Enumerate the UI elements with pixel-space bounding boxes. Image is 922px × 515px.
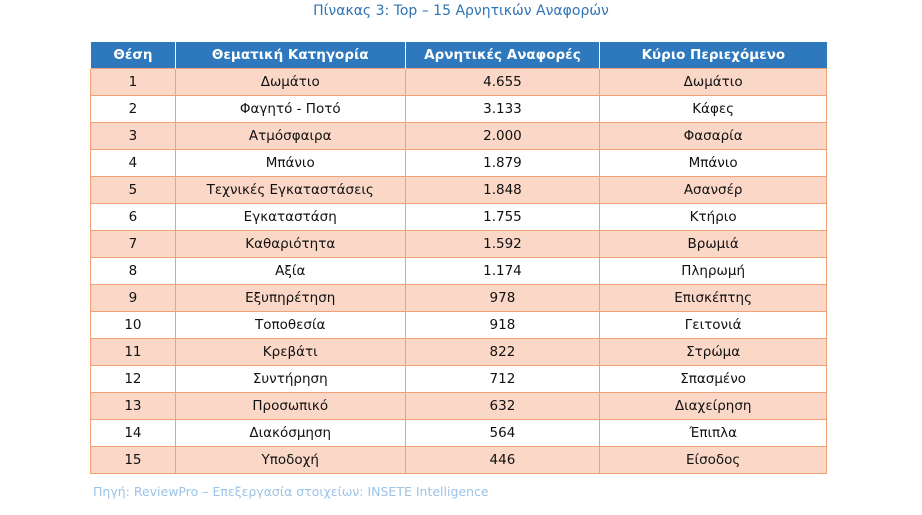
main-topic-cell: Μπάνιο [599, 149, 827, 177]
main-topic-cell: Σπασμένο [599, 365, 827, 393]
category-cell: Κρεβάτι [174, 338, 406, 366]
rank-cell: 7 [90, 230, 176, 258]
header-cell: Αρνητικές Αναφορές [404, 42, 600, 69]
table-row: 7 Καθαριότητα 1.592 Βρωμιά [90, 230, 827, 258]
rank-cell: 8 [90, 257, 176, 285]
rank-cell: 15 [90, 446, 176, 474]
table-row: 15 Υποδοχή 446 Είσοδος [90, 446, 827, 474]
category-cell: Συντήρηση [174, 365, 406, 393]
count-cell: 446 [404, 446, 601, 474]
rank-cell: 2 [90, 95, 176, 123]
table-row: 9 Εξυπηρέτηση 978 Επισκέπτης [90, 284, 827, 312]
category-cell: Τεχνικές Εγκαταστάσεις [174, 176, 406, 204]
table-row: 8 Αξία 1.174 Πληρωμή [90, 257, 827, 285]
table-row: 14 Διακόσμηση 564 Έπιπλα [90, 419, 827, 447]
count-cell: 822 [404, 338, 601, 366]
count-cell: 712 [404, 365, 601, 393]
source-note: Πηγή: ReviewPro – Επεξεργασία στοιχείων:… [93, 484, 489, 499]
count-cell: 4.655 [404, 68, 601, 96]
count-cell: 2.000 [404, 122, 601, 150]
table-row: 2 Φαγητό - Ποτό 3.133 Κάφες [90, 95, 827, 123]
rank-cell: 13 [90, 392, 176, 420]
header-cell: Θεματική Κατηγορία [174, 42, 406, 69]
main-topic-cell: Κτήριο [599, 203, 827, 231]
count-cell: 3.133 [404, 95, 601, 123]
table-row: 13 Προσωπικό 632 Διαχείρηση [90, 392, 827, 420]
table-row: 4 Μπάνιο 1.879 Μπάνιο [90, 149, 827, 177]
rank-cell: 12 [90, 365, 176, 393]
main-topic-cell: Βρωμιά [599, 230, 827, 258]
count-cell: 1.879 [404, 149, 601, 177]
category-cell: Προσωπικό [174, 392, 406, 420]
category-cell: Καθαριότητα [174, 230, 406, 258]
category-cell: Αξία [174, 257, 406, 285]
count-cell: 1.755 [404, 203, 601, 231]
category-cell: Μπάνιο [174, 149, 406, 177]
main-topic-cell: Δωμάτιο [599, 68, 827, 96]
category-cell: Τοποθεσία [174, 311, 406, 339]
rank-cell: 4 [90, 149, 176, 177]
category-cell: Υποδοχή [174, 446, 406, 474]
rank-cell: 6 [90, 203, 176, 231]
rank-cell: 11 [90, 338, 176, 366]
category-cell: Δωμάτιο [174, 68, 406, 96]
main-topic-cell: Ασανσέρ [599, 176, 827, 204]
main-topic-cell: Είσοδος [599, 446, 827, 474]
table-body: 1 Δωμάτιο 4.655 Δωμάτιο 2 Φαγητό - Ποτό 3.133 Κ… [90, 68, 827, 474]
main-topic-cell: Επισκέπτης [599, 284, 827, 312]
category-cell: Ατμόσφαιρα [174, 122, 406, 150]
count-cell: 918 [404, 311, 601, 339]
main-topic-cell: Φασαρία [599, 122, 827, 150]
main-topic-cell: Πληρωμή [599, 257, 827, 285]
table-title: Πίνακας 3: Top – 15 Αρνητικών Αναφορών [313, 3, 609, 19]
table-row: 1 Δωμάτιο 4.655 Δωμάτιο [90, 68, 827, 96]
rank-cell: 9 [90, 284, 176, 312]
count-cell: 632 [404, 392, 601, 420]
category-cell: Εξυπηρέτηση [174, 284, 406, 312]
count-cell: 564 [404, 419, 601, 447]
header-cell: Κύριο Περιεχόμενο [599, 42, 827, 69]
main-topic-cell: Έπιπλα [599, 419, 827, 447]
count-cell: 978 [404, 284, 601, 312]
rank-cell: 1 [90, 68, 176, 96]
count-cell: 1.592 [404, 230, 601, 258]
main-topic-cell: Κάφες [599, 95, 827, 123]
table-row: 3 Ατμόσφαιρα 2.000 Φασαρία [90, 122, 827, 150]
category-cell: Διακόσμηση [174, 419, 406, 447]
table-row: 10 Τοποθεσία 918 Γειτονιά [90, 311, 827, 339]
count-cell: 1.174 [404, 257, 601, 285]
table-row: 12 Συντήρηση 712 Σπασμένο [90, 365, 827, 393]
rank-cell: 10 [90, 311, 176, 339]
rank-cell: 5 [90, 176, 176, 204]
table-row: 6 Εγκαταστάση 1.755 Κτήριο [90, 203, 827, 231]
rank-cell: 14 [90, 419, 176, 447]
table-row: 11 Κρεβάτι 822 Στρώμα [90, 338, 827, 366]
header-cell: Θέση [90, 42, 176, 69]
main-topic-cell: Στρώμα [599, 338, 827, 366]
category-cell: Φαγητό - Ποτό [174, 95, 406, 123]
main-topic-cell: Γειτονιά [599, 311, 827, 339]
main-topic-cell: Διαχείρηση [599, 392, 827, 420]
table: Θέση Θεματική Κατηγορία Αρνητικές Αναφορές… [90, 42, 827, 474]
table-row: 5 Τεχνικές Εγκαταστάσεις 1.848 Ασανσέρ [90, 176, 827, 204]
category-cell: Εγκαταστάση [174, 203, 406, 231]
count-cell: 1.848 [404, 176, 601, 204]
rank-cell: 3 [90, 122, 176, 150]
header-row: Θέση Θεματική Κατηγορία Αρνητικές Αναφορές… [90, 42, 827, 69]
